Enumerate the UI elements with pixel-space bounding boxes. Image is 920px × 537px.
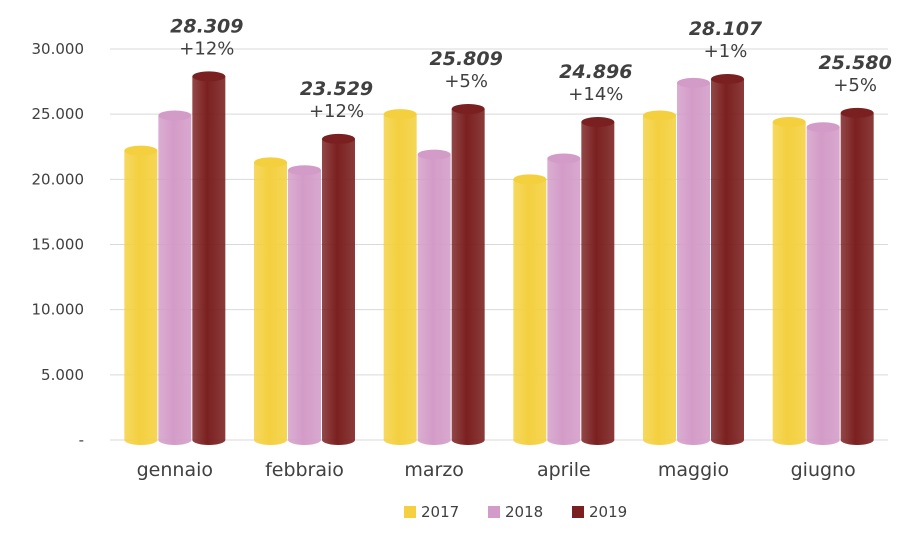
- y-tick-label: 15.000: [32, 236, 85, 254]
- legend-swatch: [572, 506, 584, 518]
- change-label: +14%: [568, 84, 623, 105]
- change-label: +12%: [309, 101, 364, 122]
- bar-2018-maggio: [677, 77, 710, 446]
- legend-label: 2017: [421, 503, 459, 521]
- bar-2019-giugno: [840, 107, 874, 445]
- legend-item-2017: 2017: [404, 503, 459, 521]
- x-tick-label: marzo: [404, 459, 464, 481]
- y-tick-label: -: [79, 431, 84, 449]
- bar-2017-maggio: [643, 110, 676, 445]
- total-label: 23.529: [300, 78, 373, 100]
- y-tick-label: 5.000: [41, 366, 84, 384]
- x-tick-label: giugno: [791, 459, 856, 481]
- x-tick-label: gennaio: [137, 459, 213, 481]
- total-label: 25.809: [430, 48, 503, 70]
- gridlines: [110, 48, 888, 441]
- bars: [124, 71, 874, 446]
- bar-2018-gennaio: [158, 110, 192, 445]
- legend-label: 2018: [505, 503, 543, 521]
- x-tick-label: maggio: [658, 459, 729, 481]
- bar-2018-febbraio: [288, 165, 321, 445]
- bar-2017-aprile: [513, 174, 547, 446]
- change-label: +5%: [833, 75, 877, 96]
- y-tick-label: 20.000: [32, 170, 85, 188]
- bar-2017-marzo: [383, 109, 417, 446]
- change-label: +5%: [444, 71, 488, 92]
- legend-item-2018: 2018: [488, 503, 543, 521]
- bar-2017-febbraio: [254, 157, 287, 445]
- y-tick-label: 10.000: [32, 301, 85, 319]
- total-label: 28.107: [689, 18, 763, 40]
- legend-item-2019: 2019: [572, 503, 627, 521]
- total-label: 25.580: [819, 52, 892, 74]
- bar-2019-maggio: [711, 73, 744, 445]
- bar-2018-giugno: [806, 122, 840, 445]
- legend-swatch: [488, 506, 500, 518]
- annotations: 28.309+12%23.529+12%25.809+5% 24.896+14%2…: [170, 15, 892, 122]
- legend-swatch: [404, 506, 416, 518]
- legend: 2017 2018 2019: [404, 503, 627, 521]
- y-axis: - 5.000 10.000 15.000 20.000 25.000 30.000: [32, 40, 85, 449]
- change-label: +12%: [179, 38, 234, 59]
- bar-2019-aprile: [581, 116, 615, 445]
- x-axis: gennaio febbraio marzo aprile maggio giugno: [137, 459, 856, 481]
- total-label: 24.896: [559, 61, 632, 83]
- legend-label: 2019: [589, 503, 627, 521]
- x-tick-label: febbraio: [265, 459, 344, 481]
- change-label: +1%: [704, 41, 748, 62]
- y-tick-label: 30.000: [32, 40, 85, 58]
- total-label: 28.309: [170, 15, 243, 37]
- x-tick-label: aprile: [537, 459, 591, 481]
- bar-2017-giugno: [772, 116, 806, 445]
- bar-2017-gennaio: [124, 145, 158, 445]
- bar-2019-febbraio: [322, 133, 355, 445]
- y-tick-label: 25.000: [32, 105, 85, 123]
- bar-2019-marzo: [451, 103, 485, 445]
- bar-2018-marzo: [417, 149, 451, 445]
- bar-2019-gennaio: [192, 71, 226, 446]
- bar-2018-aprile: [547, 153, 581, 446]
